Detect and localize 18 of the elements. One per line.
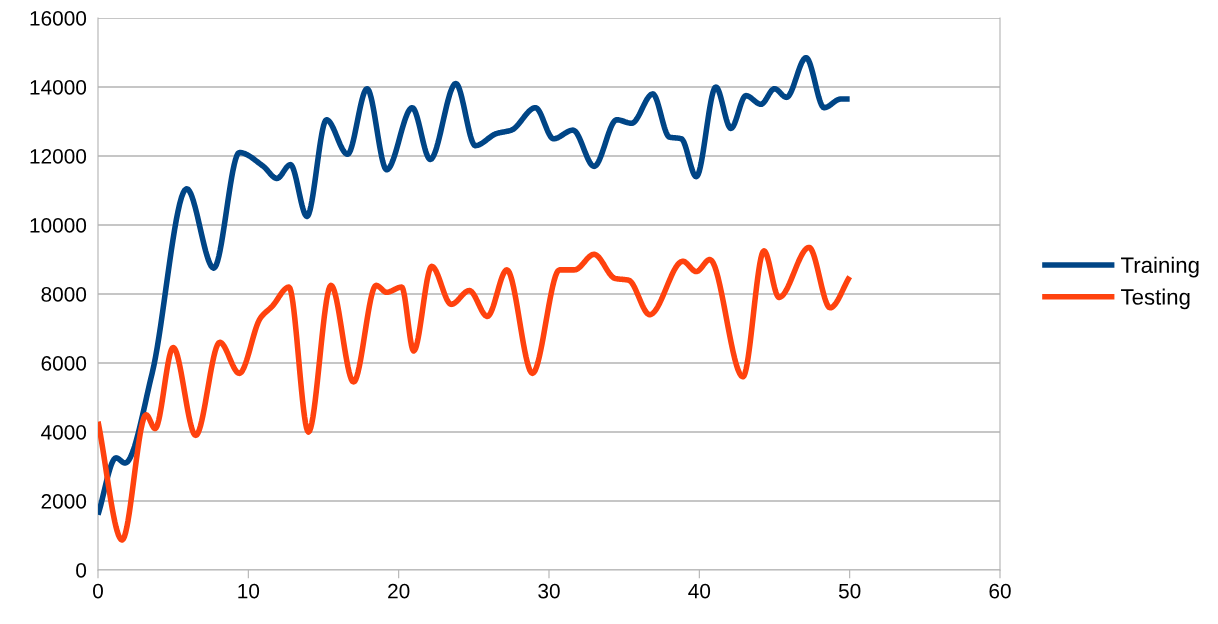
y-tick-label: 12000 [30, 149, 87, 164]
y-tick-label: 0 [76, 563, 87, 578]
y-tick-label: 4000 [41, 425, 87, 440]
x-tick-label: 20 [388, 583, 410, 599]
y-tick-label: 8000 [41, 287, 87, 302]
x-tick-label: 40 [688, 583, 711, 599]
legend-label: Training [1121, 256, 1199, 278]
y-tick-label: 10000 [30, 218, 87, 233]
y-tick-label: 2000 [41, 494, 87, 509]
legend-label: Testing [1121, 288, 1190, 310]
x-tick-label: 60 [989, 583, 1011, 599]
y-tick-label: 14000 [30, 80, 87, 95]
x-tick-label: 10 [238, 583, 260, 599]
x-tick-label: 0 [93, 583, 103, 599]
y-tick-label: 6000 [41, 356, 87, 371]
y-tick-label: 16000 [30, 11, 87, 26]
x-tick-label: 50 [838, 583, 861, 599]
x-tick-label: 30 [538, 583, 560, 599]
